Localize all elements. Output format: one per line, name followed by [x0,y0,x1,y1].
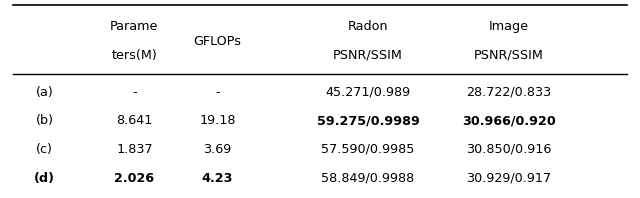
Text: ters(M): ters(M) [111,49,157,62]
Text: Image: Image [489,20,529,33]
Text: GFLOPs: GFLOPs [194,35,242,48]
Text: 8.641: 8.641 [116,114,152,127]
Text: 28.722/0.833: 28.722/0.833 [466,86,552,99]
Text: (b): (b) [36,114,54,127]
Text: 19.18: 19.18 [199,114,236,127]
Text: 58.849/0.9988: 58.849/0.9988 [321,172,415,185]
Text: 57.590/0.9985: 57.590/0.9985 [321,143,415,156]
Text: (c): (c) [36,143,53,156]
Text: 3.69: 3.69 [204,143,232,156]
Text: 45.271/0.989: 45.271/0.989 [325,86,411,99]
Text: 30.850/0.916: 30.850/0.916 [466,143,552,156]
Text: 2.026: 2.026 [115,172,154,185]
Text: 59.275/0.9989: 59.275/0.9989 [317,114,419,127]
Text: -: - [132,86,137,99]
Text: Parame: Parame [110,20,159,33]
Text: PSNR/SSIM: PSNR/SSIM [333,49,403,62]
Text: Radon: Radon [348,20,388,33]
Text: (a): (a) [36,86,54,99]
Text: 30.966/0.920: 30.966/0.920 [462,114,556,127]
Text: -: - [215,86,220,99]
Text: 1.837: 1.837 [116,143,153,156]
Text: 30.929/0.917: 30.929/0.917 [466,172,552,185]
Text: 4.23: 4.23 [202,172,234,185]
Text: PSNR/SSIM: PSNR/SSIM [474,49,544,62]
Text: (d): (d) [35,172,55,185]
